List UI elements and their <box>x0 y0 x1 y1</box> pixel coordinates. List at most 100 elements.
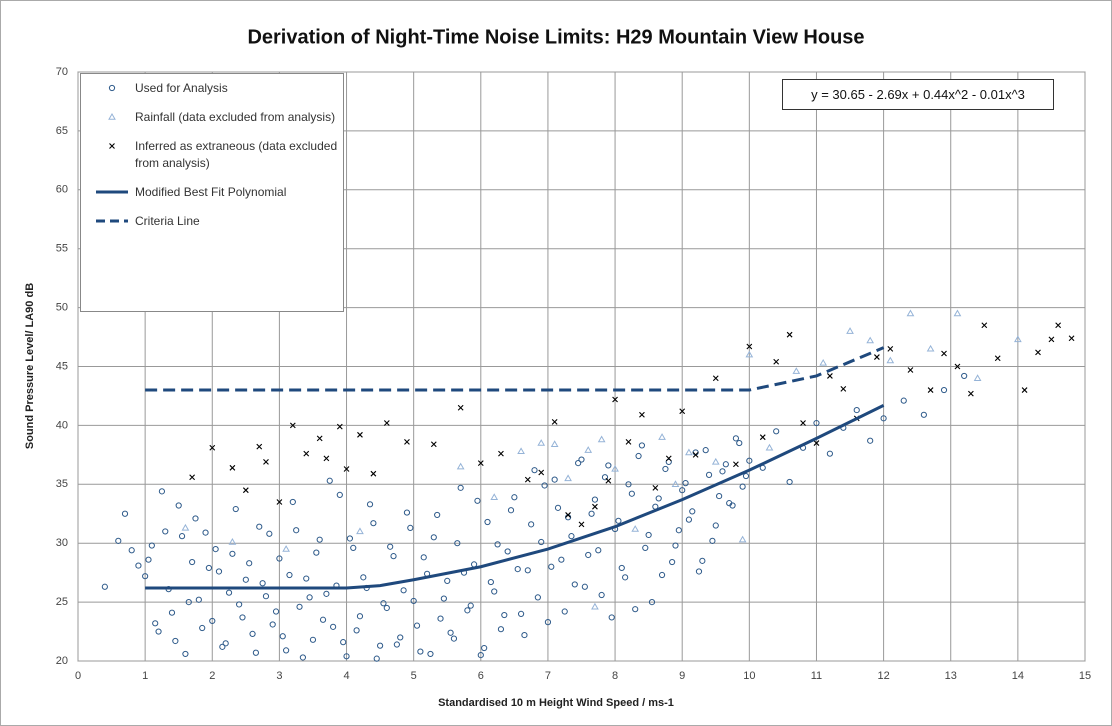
legend-entry: Inferred as extraneous (data excluded fr… <box>81 138 343 172</box>
point <box>279 633 286 640</box>
point <box>679 487 686 494</box>
point <box>427 650 434 658</box>
point <box>336 491 343 499</box>
point <box>711 457 720 465</box>
point <box>665 455 672 462</box>
y-tick-label: 45 <box>56 360 68 372</box>
point <box>709 537 716 544</box>
point <box>316 435 323 442</box>
point <box>343 466 350 472</box>
point <box>514 566 521 573</box>
point <box>256 523 263 530</box>
point <box>537 439 546 446</box>
point <box>722 461 729 468</box>
legend-entry: Used for Analysis <box>81 80 343 97</box>
point <box>319 616 327 623</box>
point <box>262 593 270 600</box>
point <box>739 483 746 490</box>
point <box>266 530 273 537</box>
point <box>531 467 538 474</box>
point <box>239 614 246 621</box>
point <box>699 557 706 564</box>
point <box>202 529 209 536</box>
point <box>504 548 511 555</box>
point <box>967 390 974 397</box>
point <box>524 567 531 574</box>
point <box>926 344 935 352</box>
point <box>625 439 632 445</box>
point <box>229 550 236 557</box>
point <box>366 501 374 508</box>
y-tick-label: 40 <box>56 419 68 431</box>
point <box>498 450 504 457</box>
point <box>652 484 659 491</box>
point <box>548 563 555 570</box>
point <box>380 600 387 607</box>
point <box>494 541 501 548</box>
point <box>343 653 350 660</box>
point <box>786 478 793 486</box>
point <box>242 576 249 583</box>
point <box>759 434 766 441</box>
point <box>447 629 454 636</box>
point <box>323 590 330 597</box>
point <box>195 596 202 603</box>
y-tick-label: 35 <box>56 478 68 490</box>
point <box>813 440 820 446</box>
point <box>591 496 599 503</box>
point <box>276 555 283 562</box>
point <box>326 477 333 484</box>
point <box>286 571 293 579</box>
point <box>205 564 213 572</box>
point <box>639 411 645 418</box>
point <box>383 420 390 426</box>
x-tick-label: 3 <box>276 670 282 682</box>
point <box>457 404 464 411</box>
point <box>182 650 189 658</box>
point <box>927 387 934 393</box>
point <box>658 571 666 579</box>
y-tick-label: 25 <box>56 596 68 608</box>
point <box>605 477 612 484</box>
point <box>249 630 256 638</box>
point <box>558 556 565 563</box>
legend-icon <box>109 143 115 149</box>
point <box>185 599 192 606</box>
point <box>229 464 236 471</box>
point <box>813 419 820 427</box>
point <box>561 608 568 615</box>
point <box>457 484 464 491</box>
point <box>940 386 948 394</box>
point <box>490 493 499 500</box>
legend-icon <box>96 190 128 194</box>
point <box>101 583 108 590</box>
legend-icon <box>96 219 128 223</box>
point <box>481 644 488 652</box>
point <box>554 504 562 511</box>
point <box>413 622 421 629</box>
legend-entry: Rainfall (data excluded from analysis) <box>81 109 343 126</box>
y-tick-label: 60 <box>56 184 68 196</box>
point <box>773 358 780 365</box>
point <box>383 604 390 612</box>
point <box>289 422 296 429</box>
point <box>702 447 709 454</box>
point <box>497 626 505 633</box>
point <box>585 551 592 559</box>
point <box>662 465 669 473</box>
point <box>954 363 961 370</box>
point <box>108 112 116 120</box>
point <box>973 374 982 381</box>
point <box>981 322 988 329</box>
point <box>524 476 531 483</box>
point <box>477 652 484 659</box>
point <box>263 459 269 465</box>
point <box>578 456 585 463</box>
x-tick-label: 14 <box>1012 670 1024 682</box>
point <box>145 556 152 563</box>
point <box>420 554 427 561</box>
point <box>152 620 159 627</box>
x-tick-label: 15 <box>1079 670 1091 682</box>
point <box>246 560 253 567</box>
